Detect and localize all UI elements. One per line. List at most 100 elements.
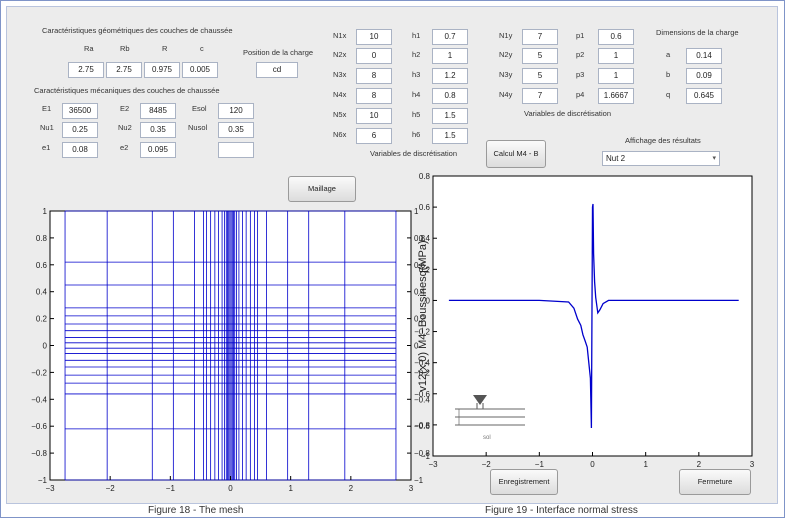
e1-field[interactable]: 36500: [62, 103, 98, 119]
geom-header-c: c: [200, 44, 204, 53]
n5x-label: N5x: [333, 110, 347, 119]
mesh-y-right-tick-label: 0.4: [414, 288, 426, 297]
geom-header-ra: Ra: [84, 44, 94, 53]
mesh-y-right-tick-label: 0.6: [414, 261, 426, 270]
n4x-label: N4x: [333, 90, 347, 99]
geom-header-r: R: [162, 44, 168, 53]
mesh-x-tick-label: 3: [409, 484, 414, 493]
e2-thickness-label: e2: [120, 143, 129, 152]
mesh-x-tick-label: 1: [288, 484, 293, 493]
load-a-label: a: [666, 50, 671, 59]
e2-thickness-field[interactable]: 0.095: [140, 142, 176, 158]
p2-label: p2: [576, 50, 585, 59]
h4-field[interactable]: 0.8: [432, 88, 468, 104]
n6x-field[interactable]: 6: [356, 128, 392, 144]
n2y-field[interactable]: 5: [522, 48, 558, 64]
road-schematic-icon: [455, 395, 525, 426]
stress-y-tick-label: 0.8: [419, 172, 431, 181]
n4x-field[interactable]: 8: [356, 88, 392, 104]
stress-x-tick-label: 0: [590, 460, 595, 469]
rb-field[interactable]: 2.75: [106, 62, 142, 78]
discy-caption: Variables de discrétisation: [524, 109, 611, 118]
nu2-label: Nu2: [118, 123, 132, 132]
mesh-y-right-tick-label: 0.2: [414, 315, 426, 324]
stress-series-line: [448, 203, 739, 429]
c-field[interactable]: 0.005: [182, 62, 218, 78]
fig19-caption: Figure 19 - Interface normal stress: [485, 505, 638, 516]
mesh-y-tick-label: −0.6: [31, 422, 47, 431]
n3x-label: N3x: [333, 70, 347, 79]
n4y-field[interactable]: 7: [522, 88, 558, 104]
geom-title: Caractéristiques géométriques des couche…: [42, 26, 233, 35]
display-dropdown[interactable]: Nut 2 ▾: [602, 151, 720, 166]
nu1-field[interactable]: 0.25: [62, 122, 98, 138]
p1-field[interactable]: 0.6: [598, 29, 634, 45]
stress-y-tick-label: 0: [426, 296, 431, 305]
e1-thickness-field[interactable]: 0.08: [62, 142, 98, 158]
stress-x-tick-label: −3: [428, 460, 438, 469]
mech-title: Caractéristiques mécaniques des couches …: [34, 86, 220, 95]
mesh-y-right-tick-label: −0.6: [414, 422, 430, 431]
h3-field[interactable]: 1.2: [432, 68, 468, 84]
n6x-label: N6x: [333, 130, 347, 139]
mesh-x-tick-label: −2: [106, 484, 116, 493]
esol-field[interactable]: 120: [218, 103, 254, 119]
mesh-y-right-tick-label: 0: [414, 342, 419, 351]
n1y-label: N1y: [499, 31, 513, 40]
mesh-y-tick-label: −0.2: [31, 368, 47, 377]
n2x-field[interactable]: 0: [356, 48, 392, 64]
mesh-y-tick-label: −0.8: [31, 449, 47, 458]
fig18-caption: Figure 18 - The mesh: [148, 505, 244, 516]
ra-field[interactable]: 2.75: [68, 62, 104, 78]
mesh-y-tick-label: 0.2: [36, 315, 48, 324]
stress-x-tick-label: 1: [643, 460, 648, 469]
p3-label: p3: [576, 70, 585, 79]
display-label: Affichage des résultats: [625, 136, 701, 145]
load-b-field[interactable]: 0.09: [686, 68, 722, 84]
n5x-field[interactable]: 10: [356, 108, 392, 124]
stress-y-tick-label: 0.4: [419, 234, 431, 243]
load-q-field[interactable]: 0.645: [686, 88, 722, 104]
load-a-field[interactable]: 0.14: [686, 48, 722, 64]
calcul-button[interactable]: Calcul M4 - B: [486, 140, 546, 168]
mesh-y-tick-label: 0.4: [36, 288, 48, 297]
mesh-x-tick-label: −1: [166, 484, 176, 493]
p3-field[interactable]: 1: [598, 68, 634, 84]
position-field[interactable]: cd: [256, 62, 298, 78]
n1y-field[interactable]: 7: [522, 29, 558, 45]
r-field[interactable]: 0.975: [144, 62, 180, 78]
mesh-y-tick-label: 0: [43, 342, 48, 351]
h5-label: h5: [412, 110, 421, 119]
enregistrement-button[interactable]: Enregistrement: [490, 469, 558, 495]
stress-x-tick-label: −2: [482, 460, 492, 469]
e1-thickness-label: e1: [42, 143, 51, 152]
e2-field[interactable]: 8485: [140, 103, 176, 119]
maillage-button[interactable]: Maillage: [288, 176, 356, 202]
load-title: Dimensions de la charge: [656, 28, 739, 37]
stress-y-tick-label: −0.4: [414, 359, 430, 368]
n4y-label: N4y: [499, 90, 513, 99]
h2-field[interactable]: 1: [432, 48, 468, 64]
blank-field[interactable]: [218, 142, 254, 158]
nusol-field[interactable]: 0.35: [218, 122, 254, 138]
discx-caption: Variables de discrétisation: [370, 149, 457, 158]
p2-field[interactable]: 1: [598, 48, 634, 64]
fermeture-button[interactable]: Fermeture: [679, 469, 751, 495]
n3y-label: N3y: [499, 70, 513, 79]
stress-x-tick-label: −1: [535, 460, 545, 469]
stress-x-tick-label: 3: [750, 460, 755, 469]
h6-field[interactable]: 1.5: [432, 128, 468, 144]
p1-label: p1: [576, 31, 585, 40]
nusol-label: Nusol: [188, 123, 208, 132]
n1x-label: N1x: [333, 31, 347, 40]
h1-field[interactable]: 0.7: [432, 29, 468, 45]
h5-field[interactable]: 1.5: [432, 108, 468, 124]
n1x-field[interactable]: 10: [356, 29, 392, 45]
stress-y-tick-label: −1: [421, 452, 431, 461]
n3y-field[interactable]: 5: [522, 68, 558, 84]
nu2-field[interactable]: 0.35: [140, 122, 176, 138]
p4-field[interactable]: 1.6667: [598, 88, 634, 104]
n3x-field[interactable]: 8: [356, 68, 392, 84]
